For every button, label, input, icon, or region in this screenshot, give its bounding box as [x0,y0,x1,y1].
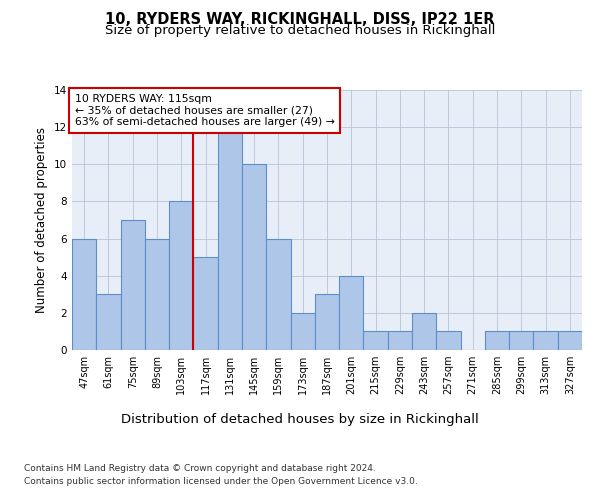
Bar [169,202,193,350]
Bar [388,332,412,350]
Text: Size of property relative to detached houses in Rickinghall: Size of property relative to detached ho… [105,24,495,37]
Bar [412,313,436,350]
Bar [290,313,315,350]
Bar [218,127,242,350]
Bar [364,332,388,350]
Text: Contains HM Land Registry data © Crown copyright and database right 2024.: Contains HM Land Registry data © Crown c… [24,464,376,473]
Bar [339,276,364,350]
Bar [121,220,145,350]
Text: 10, RYDERS WAY, RICKINGHALL, DISS, IP22 1ER: 10, RYDERS WAY, RICKINGHALL, DISS, IP22 … [105,12,495,28]
Text: Distribution of detached houses by size in Rickinghall: Distribution of detached houses by size … [121,412,479,426]
Bar [533,332,558,350]
Bar [509,332,533,350]
Bar [315,294,339,350]
Y-axis label: Number of detached properties: Number of detached properties [35,127,49,313]
Text: 10 RYDERS WAY: 115sqm
← 35% of detached houses are smaller (27)
63% of semi-deta: 10 RYDERS WAY: 115sqm ← 35% of detached … [74,94,334,127]
Text: Contains public sector information licensed under the Open Government Licence v3: Contains public sector information licen… [24,478,418,486]
Bar [436,332,461,350]
Bar [72,238,96,350]
Bar [485,332,509,350]
Bar [266,238,290,350]
Bar [145,238,169,350]
Bar [558,332,582,350]
Bar [96,294,121,350]
Bar [242,164,266,350]
Bar [193,257,218,350]
